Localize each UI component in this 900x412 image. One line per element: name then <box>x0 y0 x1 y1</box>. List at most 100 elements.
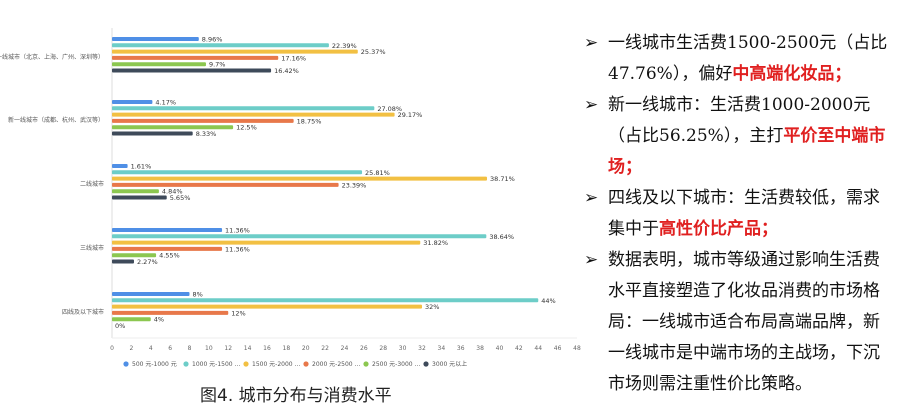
bar <box>112 259 134 264</box>
bullet-highlight: 平价至中端市场； <box>608 126 886 177</box>
x-tick-label: 22 <box>321 345 329 352</box>
x-tick-label: 34 <box>438 345 446 352</box>
data-label: 11.36% <box>225 245 250 253</box>
figure-caption: 图4. 城市分布与消费水平 <box>200 386 392 406</box>
bar <box>112 164 128 168</box>
bullet-highlight: 中高端化妆品； <box>732 64 852 84</box>
legend-label: 1000 元-1500 ... <box>192 361 240 368</box>
data-label: 25.37% <box>361 48 386 56</box>
data-label: 9.7% <box>209 61 226 69</box>
x-tick-label: 8 <box>188 345 192 352</box>
x-tick-label: 40 <box>496 345 504 352</box>
x-tick-label: 20 <box>302 345 310 352</box>
bar <box>112 43 329 48</box>
bar <box>112 106 375 111</box>
x-tick-label: 24 <box>341 345 349 352</box>
bar <box>112 49 358 54</box>
legend-swatch <box>123 361 129 367</box>
bar <box>112 131 193 136</box>
data-label: 8.33% <box>196 130 217 138</box>
data-label: 18.75% <box>297 117 322 125</box>
data-label: 38.64% <box>489 233 514 241</box>
arrow-bullet-icon: ➢ <box>584 250 599 270</box>
data-label: 44% <box>541 297 555 305</box>
legend-swatch <box>363 361 369 367</box>
data-label: 8% <box>193 291 203 299</box>
bar <box>112 62 206 67</box>
data-label: 12% <box>231 309 245 317</box>
bar <box>112 304 422 309</box>
bar <box>112 112 395 117</box>
arrow-bullet-icon: ➢ <box>584 188 599 208</box>
bar <box>112 228 223 232</box>
data-label: 11.36% <box>225 227 250 235</box>
bar <box>112 246 223 251</box>
data-label: 4.17% <box>155 99 176 107</box>
bar <box>112 234 487 239</box>
category-label: 二线城市 <box>80 180 104 188</box>
category-label: 四线及以下城市 <box>62 308 104 316</box>
bullet-item: ➢ 四线及以下城市：生活费较低，需求集中于高性价比产品； <box>584 183 890 245</box>
data-label: 5.65% <box>170 194 191 202</box>
legend-swatch <box>303 361 309 367</box>
legend-swatch <box>243 361 249 367</box>
x-tick-label: 44 <box>534 345 542 352</box>
x-tick-label: 12 <box>224 345 232 352</box>
bar <box>112 292 190 296</box>
data-label: 1.61% <box>131 163 152 171</box>
x-tick-label: 26 <box>360 345 368 352</box>
data-label: 4.55% <box>159 252 180 260</box>
arrow-bullet-icon: ➢ <box>584 33 599 53</box>
x-tick-label: 18 <box>283 345 291 352</box>
data-label: 17.16% <box>281 54 306 62</box>
legend-label: 1500 元-2000 ... <box>252 361 300 368</box>
data-label: 31.82% <box>423 239 448 247</box>
data-label: 23.39% <box>342 181 367 189</box>
data-label: 38.71% <box>490 175 515 183</box>
bullet-item: ➢ 一线城市生活费1500-2500元（占比47.76%），偏好中高端化妆品； <box>584 28 890 90</box>
bullet-text: 新一线城市：生活费1000-2000元（占比56.25%），主打 <box>608 95 871 146</box>
data-label: 12.5% <box>236 124 257 132</box>
data-label: 0% <box>115 322 125 330</box>
bar-chart: 一线城市（北京、上海、广州、深圳等） 8.96% 22.39% 25.37% 17.16… <box>0 28 581 368</box>
bar <box>112 253 157 258</box>
bullet-text: 数据表明，城市等级通过影响生活费水平直接塑造了化妆品消费的市场格局：一线城市适合… <box>608 250 880 394</box>
data-label: 4% <box>154 316 164 324</box>
x-tick-label: 46 <box>554 345 562 352</box>
x-tick-label: 48 <box>573 345 581 352</box>
x-tick-label: 38 <box>476 345 484 352</box>
legend-label: 2500 元-3000 ... <box>372 361 420 368</box>
bar <box>112 240 421 245</box>
legend-label: 500 元-1000 元 <box>132 361 177 368</box>
bar <box>112 68 272 73</box>
legend-swatch <box>423 361 429 367</box>
bar <box>112 298 539 303</box>
data-label: 2.27% <box>137 258 158 266</box>
data-label: 32% <box>425 303 439 311</box>
x-tick-label: 16 <box>263 345 271 352</box>
data-label: 4.84% <box>162 188 183 196</box>
bar <box>112 100 153 104</box>
x-tick-label: 32 <box>418 345 426 352</box>
data-label: 8.96% <box>202 36 223 44</box>
x-tick-label: 14 <box>244 345 252 352</box>
x-tick-label: 2 <box>129 345 133 352</box>
x-tick-label: 4 <box>149 345 153 352</box>
legend-swatch <box>183 361 189 367</box>
data-label: 25.81% <box>365 169 390 177</box>
category-label: 三线城市 <box>80 244 104 252</box>
category-label: 一线城市（北京、上海、广州、深圳等） <box>0 53 104 61</box>
legend-label: 3000 元以上 <box>432 360 467 368</box>
bar <box>112 317 151 322</box>
data-label: 27.08% <box>377 105 402 113</box>
legend-label: 2000 元-2500 ... <box>312 361 360 368</box>
x-tick-label: 28 <box>379 345 387 352</box>
x-tick-label: 30 <box>399 345 407 352</box>
bar <box>112 189 159 194</box>
bar <box>112 176 488 181</box>
bullet-list: ➢ 一线城市生活费1500-2500元（占比47.76%），偏好中高端化妆品； ➢… <box>584 28 890 400</box>
x-tick-label: 42 <box>515 345 523 352</box>
bullet-item: ➢ 数据表明，城市等级通过影响生活费水平直接塑造了化妆品消费的市场格局：一线城市适… <box>584 245 890 400</box>
bullet-item: ➢ 新一线城市：生活费1000-2000元（占比56.25%），主打平价至中端市场… <box>584 90 890 183</box>
bullet-text: 四线及以下城市：生活费较低，需求集中于 <box>608 188 880 239</box>
